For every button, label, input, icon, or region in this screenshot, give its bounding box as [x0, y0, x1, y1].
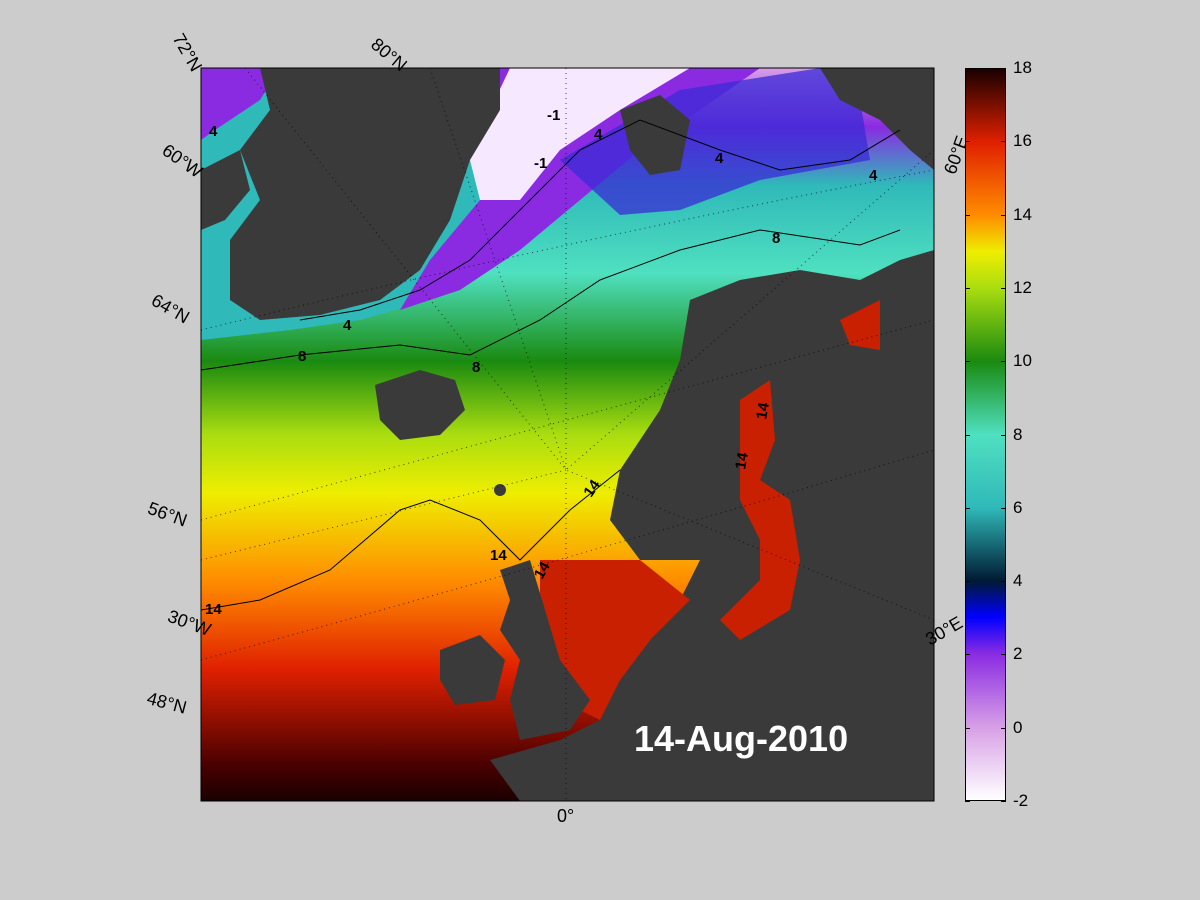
great-britain-landmass [500, 560, 590, 740]
colorbar-tick-mark [965, 214, 970, 216]
colorbar-tick-label: 8 [1013, 424, 1023, 444]
colorbar-tick-label: -2 [1013, 791, 1029, 810]
colorbar-tick-label: 0 [1013, 717, 1023, 737]
colorbar-tick-mark [1001, 68, 1006, 69]
colorbar-tick-mark [1001, 581, 1006, 583]
contour-label: 4 [869, 167, 878, 184]
svalbard-landmass [620, 95, 690, 175]
map-frame [201, 68, 934, 801]
grid-label-0: 0° [557, 806, 575, 826]
arctic-upper-purple-region [201, 68, 280, 140]
colorbar-tick-mark [965, 801, 970, 802]
colorbar-tick-label: 12 [1013, 277, 1032, 297]
canada-landmass [201, 150, 250, 230]
contour-label: 8 [772, 230, 780, 247]
graticule [201, 68, 934, 801]
contour-label: 14 [531, 558, 554, 582]
north-sea-water [540, 560, 690, 720]
colorbar-tick-mark [965, 434, 970, 436]
date-stamp: 14-Aug-2010 [634, 718, 849, 759]
contour-label: 14 [753, 401, 773, 421]
colorbar-tick-mark [965, 654, 970, 656]
colorbar-tick-label: 18 [1013, 58, 1032, 77]
iceland-landmass [375, 370, 465, 440]
colorbar-tick-mark [965, 361, 970, 363]
contour-8 [201, 229, 901, 371]
faroe-islands [494, 484, 506, 496]
ireland-landmass [440, 635, 505, 705]
contour-14 [201, 469, 621, 611]
colorbar-tick-mark [1001, 214, 1006, 216]
contour-label: 4 [594, 126, 603, 143]
colorbar-tick-mark [1001, 727, 1006, 729]
colorbar-tick-label: 16 [1013, 131, 1032, 151]
contour-label: -1 [534, 155, 547, 172]
colorbar-tick-mark [965, 727, 970, 729]
colorbar-tick-label: 10 [1013, 351, 1032, 371]
colorbar-tick-label: 6 [1013, 497, 1023, 517]
white-sea-water [840, 300, 880, 350]
contour-4 [299, 119, 901, 321]
contour-label: -1 [547, 107, 560, 124]
contour-lines [201, 119, 901, 611]
temperature-colorbar [965, 68, 1006, 801]
contour-label: 8 [472, 359, 480, 376]
contour-label: 14 [205, 601, 222, 618]
contour-labels: 4 -1 -1 4 4 4 8 4 8 8 14 14 14 14 14 14 [205, 107, 878, 618]
novaya-zemlya-landmass [820, 68, 934, 170]
colorbar-tick-mark [1001, 654, 1006, 656]
arctic-white-region [470, 68, 690, 200]
colorbar-tick-mark [1001, 287, 1006, 289]
map-border [200, 67, 935, 802]
colorbar-tick-mark [965, 581, 970, 583]
contour-label: 4 [715, 150, 724, 167]
colorbar-tick-label: 4 [1013, 571, 1023, 591]
greenland-landmass [230, 68, 500, 320]
contour-label: 4 [209, 123, 218, 140]
colorbar-tick-mark [965, 141, 970, 143]
contour-label: 4 [343, 317, 352, 334]
colorbar-tick-mark [965, 507, 970, 509]
france-coast [490, 720, 620, 801]
colorbar-tick-mark [1001, 507, 1006, 509]
colorbar-tick-label: 14 [1013, 204, 1032, 224]
colorbar-tick-mark [965, 287, 970, 289]
contour-label: 14 [732, 451, 752, 471]
contour-label: 14 [490, 547, 507, 564]
arctic-blue-band [560, 68, 870, 215]
baltic-sea-water [720, 380, 800, 640]
colorbar-tick-mark [1001, 361, 1006, 363]
contour-label: 8 [298, 348, 306, 365]
colorbar-tick-mark [1001, 801, 1006, 802]
colorbar-tick-mark [1001, 434, 1006, 436]
colorbar-tick-label: 2 [1013, 644, 1023, 664]
colorbar-tick-mark [965, 68, 970, 69]
colorbar-tick-mark [1001, 141, 1006, 143]
scandinavia-landmass [560, 250, 934, 801]
